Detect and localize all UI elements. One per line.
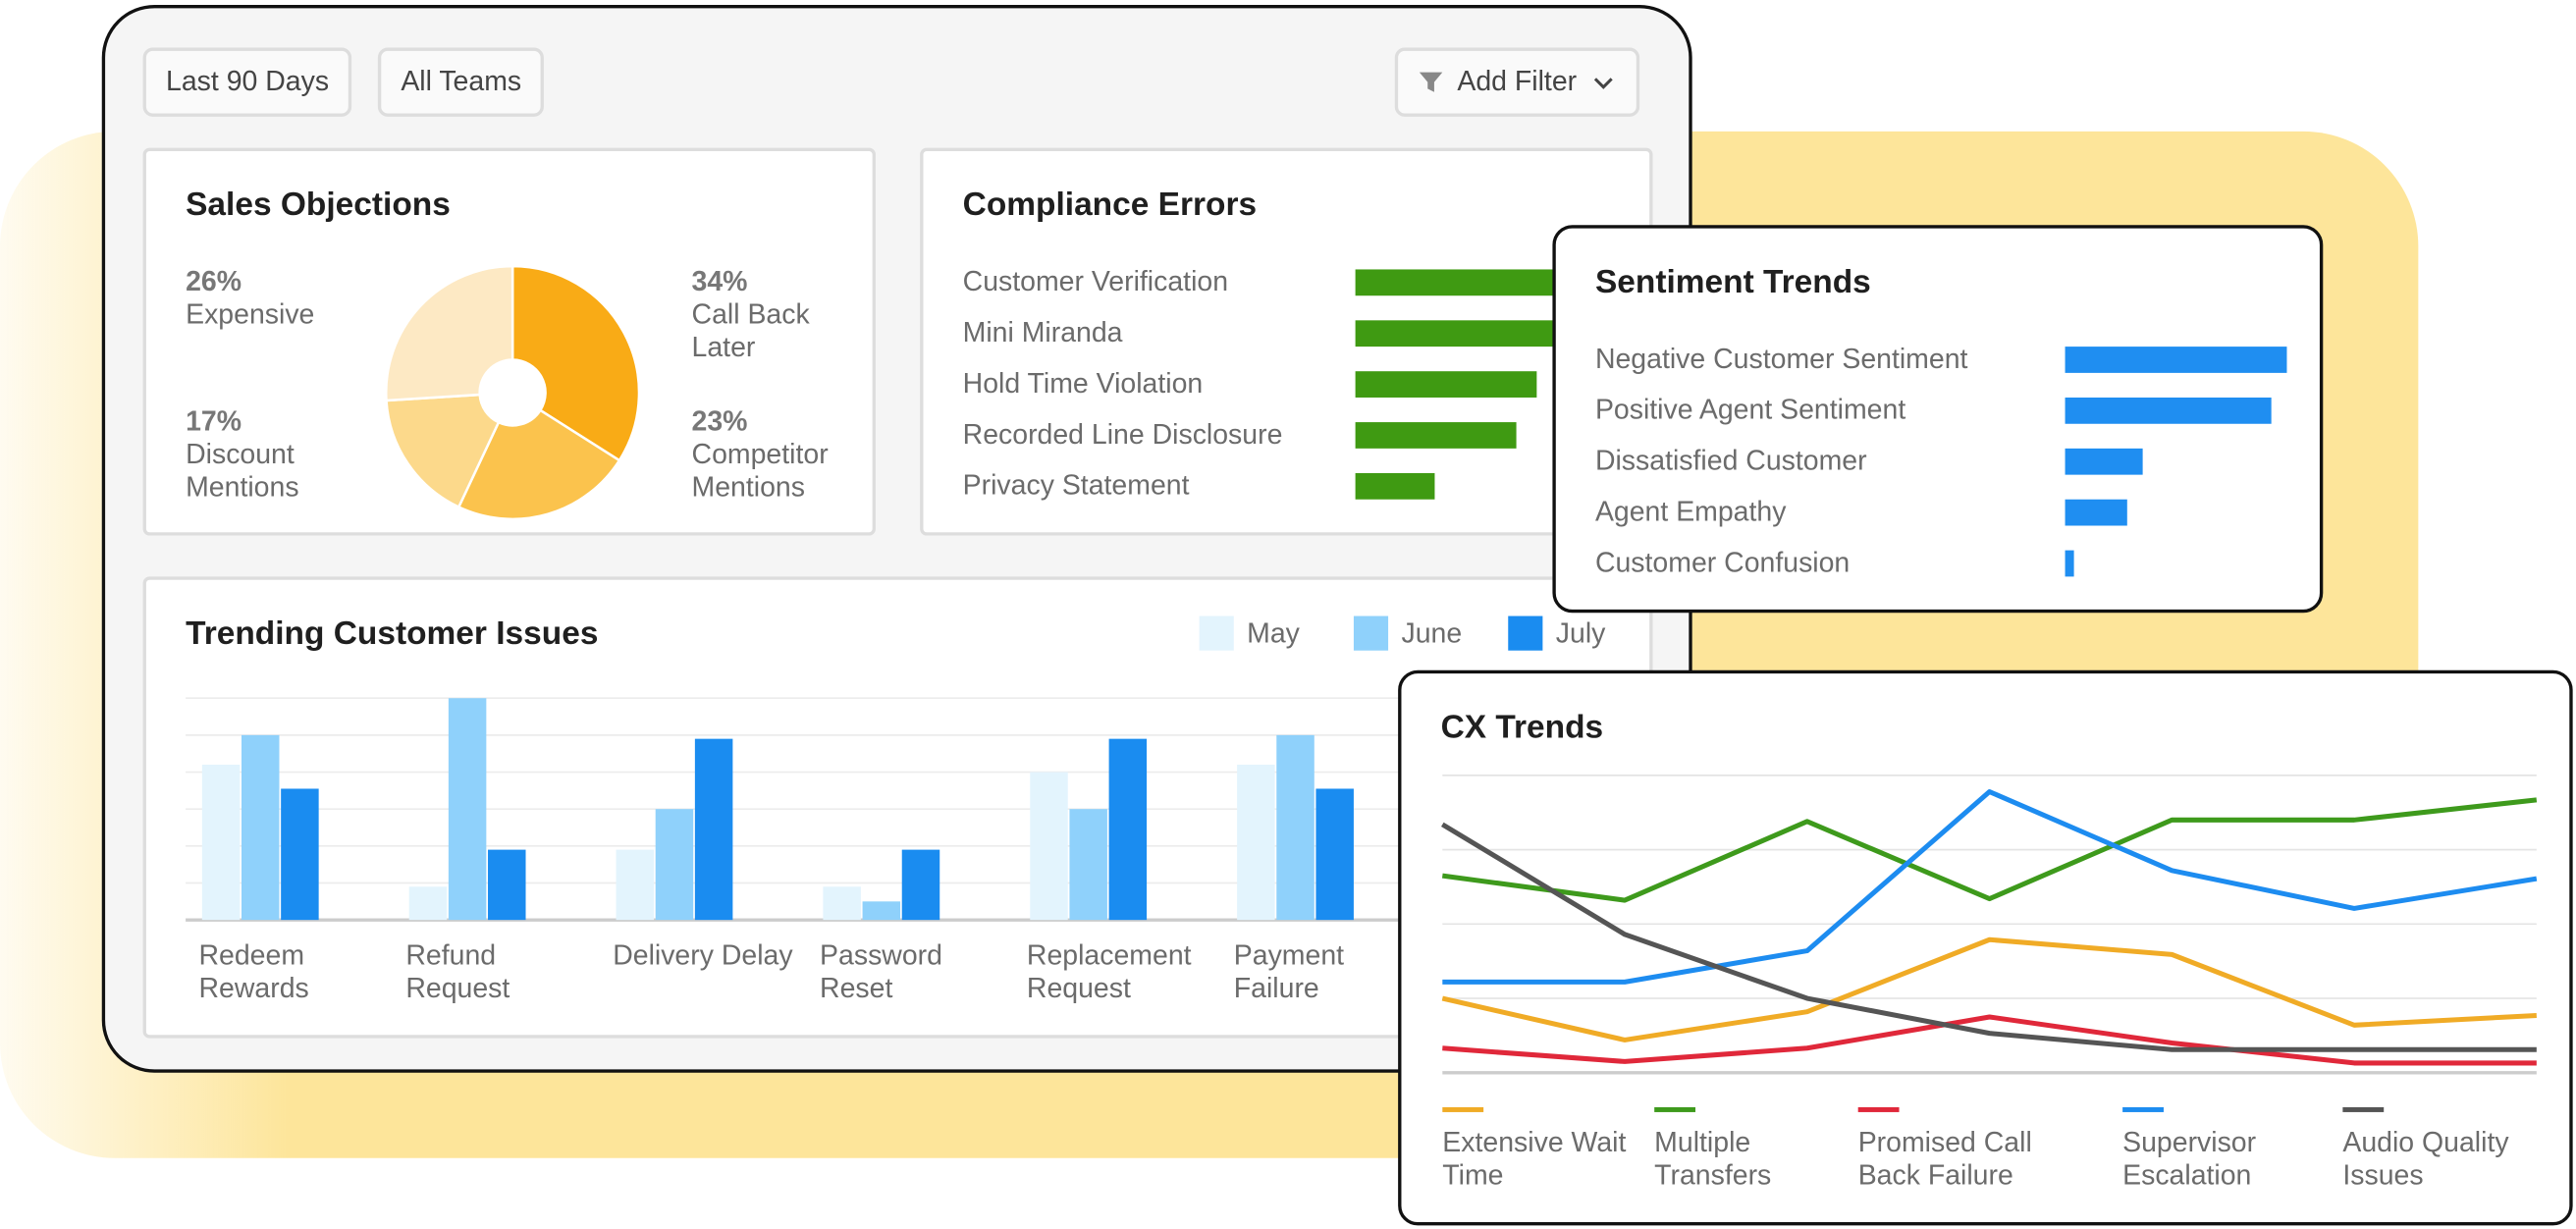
legend-label: July [1555,617,1606,650]
x-tick-label: Payment Failure [1233,939,1345,1004]
add-filter-label: Add Filter [1457,65,1578,97]
bar-label: Negative Customer Sentiment [1594,343,1968,375]
card-title: Sentiment Trends [1594,264,1871,301]
bar [655,809,694,921]
legend-label: Multiple Transfers [1654,1126,1772,1192]
sales-objections-card: Sales Objections 34% Call Back Later 23% Co… [142,147,876,536]
bar [862,901,901,921]
bar [1030,772,1068,921]
bar-label: Customer Confusion [1594,547,1851,579]
legend-swatch [1353,615,1389,651]
bar [694,738,733,921]
line-series [1441,822,2537,1052]
bar [448,698,487,921]
bar [1355,371,1537,398]
x-tick-label: Redeem Rewards [198,939,309,1004]
bar [2065,347,2287,373]
x-tick-label: Refund Request [405,939,510,1004]
bar-label: Customer Verification [962,266,1229,297]
card-title: Trending Customer Issues [186,615,599,653]
bar [2065,499,2127,526]
legend-label: May [1247,617,1300,650]
legend-label: Supervisor Escalation [2122,1126,2257,1192]
date-filter-label: Last 90 Days [166,65,330,97]
pie-slice [456,408,621,521]
slice-percent: 34% [691,266,748,297]
bar [1108,738,1148,921]
bar [1237,764,1275,921]
bar [2065,550,2074,577]
slice-label: Call Back Later [691,298,810,363]
legend-swatch [1508,615,1543,651]
pie-slice [385,393,501,509]
line-series [1442,789,2538,985]
bar-label: Hold Time Violation [962,367,1204,400]
bar [1069,809,1107,921]
legend-label: Extensive Wait Time [1442,1126,1627,1192]
bar-label: Privacy Statement [962,469,1190,502]
legend-label: Audio Quality Issues [2342,1126,2509,1192]
bar-label: Dissatisfied Customer [1594,445,1867,477]
x-tick-label: Password Reset [820,939,942,1004]
card-title: Sales Objections [186,187,451,224]
team-filter-label: All Teams [401,65,522,97]
bar [823,886,861,921]
bar-label: Positive Agent Sentiment [1594,394,1906,426]
bar [616,849,655,921]
slice-label: Discount Mentions [186,438,299,504]
slice-percent: 26% [186,266,242,297]
team-filter[interactable]: All Teams [377,47,545,117]
bar [488,849,526,921]
legend-label: Promised Call Back Failure [1857,1126,2032,1192]
slice-label: Competitor Mentions [691,438,829,504]
bar-label: Recorded Line Disclosure [962,418,1283,451]
legend-label: June [1401,617,1463,650]
legend-swatch [1654,1106,1696,1112]
legend-swatch [2122,1106,2164,1112]
x-tick-label: Delivery Delay [613,939,793,972]
bar-label: Mini Miranda [962,316,1123,348]
bar [1355,472,1435,500]
bar [2065,448,2143,475]
slice-percent: 23% [691,405,748,438]
card-title: Compliance Errors [962,187,1258,224]
bar-chart [1355,269,1583,500]
bar-label: Agent Empathy [1594,496,1787,528]
x-tick-label: Replacement Request [1026,939,1192,1004]
bar [1276,734,1315,921]
legend-swatch [1199,615,1234,651]
pie-chart [385,264,641,521]
date-filter[interactable]: Last 90 Days [142,47,352,117]
compliance-card: Compliance Errors Customer Verification M… [920,147,1653,536]
sentiment-card: Sentiment Trends Negative Customer Senti… [1552,225,2324,614]
bar [281,788,319,921]
grouped-bar-chart [186,615,1617,922]
slice-label: Expensive [186,298,315,331]
bar [1355,422,1517,449]
add-filter[interactable]: Add Filter [1394,47,1639,117]
bar-chart [2065,347,2287,577]
card-title: CX Trends [1440,709,1604,746]
bar [201,764,241,921]
legend-swatch [2342,1106,2385,1112]
bar [1315,788,1354,921]
funnel-icon [1419,72,1443,92]
bar [241,734,280,921]
line-series [1442,1014,2537,1066]
slice-percent: 17% [186,405,242,438]
legend-swatch [1442,1106,1484,1112]
bar [901,849,940,921]
line-series [1441,797,2538,903]
bar [1355,269,1583,296]
legend-swatch [1857,1106,1900,1112]
bar [2065,397,2272,424]
pie-slice [385,264,514,402]
bar [1355,320,1576,347]
chevron-icon [1593,78,1613,89]
line-series [1441,936,2537,1042]
line-chart [1441,775,2538,1112]
bar [408,886,448,921]
cx-trends-card: CX Trends Extensive Wait Time Multiple Tr… [1398,669,2573,1226]
